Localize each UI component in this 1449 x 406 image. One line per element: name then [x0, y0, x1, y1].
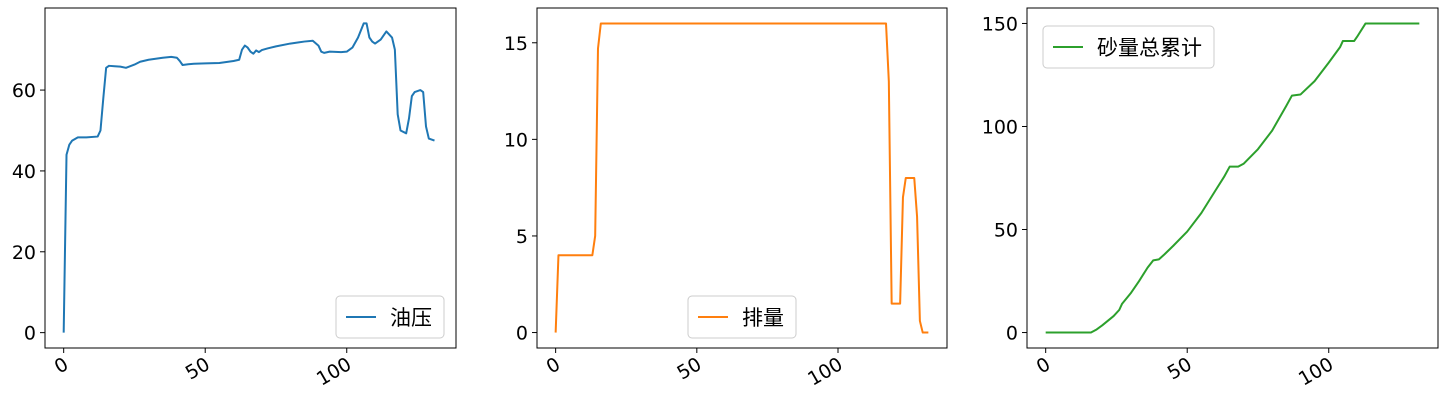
x-tick-label: 100 — [804, 353, 846, 390]
x-tick-label: 50 — [673, 353, 705, 384]
y-tick-label: 100 — [982, 116, 1018, 138]
y-tick-label: 50 — [994, 220, 1018, 242]
axes-frame — [44, 7, 457, 349]
x-tick-label: 100 — [1295, 353, 1337, 390]
y-tick-label: 15 — [504, 33, 528, 55]
legend: 砂量总累计 — [1042, 25, 1215, 69]
subplot: 0 5 10 15 0 50 100 排量 — [504, 7, 948, 390]
x-tick-label: 0 — [1033, 353, 1054, 378]
legend: 排量 — [687, 295, 797, 339]
legend-label: 砂量总累计 — [1097, 36, 1202, 60]
x-tick-label: 0 — [51, 353, 72, 378]
legend-frame — [1042, 25, 1215, 69]
legend-label: 油压 — [390, 306, 432, 330]
data-line — [62, 22, 435, 333]
x-tick-label: 0 — [543, 353, 564, 378]
x-tick-label: 50 — [1164, 353, 1196, 384]
y-tick-label: 20 — [12, 242, 36, 264]
subplot: 0 20 40 60 0 50 100 油压 — [12, 7, 457, 390]
axes-frame — [1026, 7, 1439, 349]
y-tick-label: 10 — [504, 129, 528, 151]
y-tick-label: 40 — [12, 161, 36, 183]
data-line — [1045, 22, 1420, 334]
y-tick-label: 0 — [1006, 323, 1018, 345]
x-tick-label: 50 — [182, 353, 214, 384]
axes-frame — [536, 7, 948, 349]
y-tick-label: 60 — [12, 80, 36, 102]
y-tick-label: 150 — [982, 13, 1018, 35]
x-tick-label: 100 — [313, 353, 355, 390]
legend-label: 排量 — [742, 306, 784, 330]
data-line — [554, 22, 929, 334]
legend-frame — [687, 295, 797, 339]
legend: 油压 — [335, 295, 445, 339]
y-tick-label: 0 — [24, 323, 36, 345]
y-tick-label: 0 — [516, 323, 528, 345]
legend-frame — [335, 295, 445, 339]
y-tick-label: 5 — [516, 226, 528, 248]
subplot: 0 50 100 150 0 50 100 砂量总累计 — [982, 7, 1439, 390]
